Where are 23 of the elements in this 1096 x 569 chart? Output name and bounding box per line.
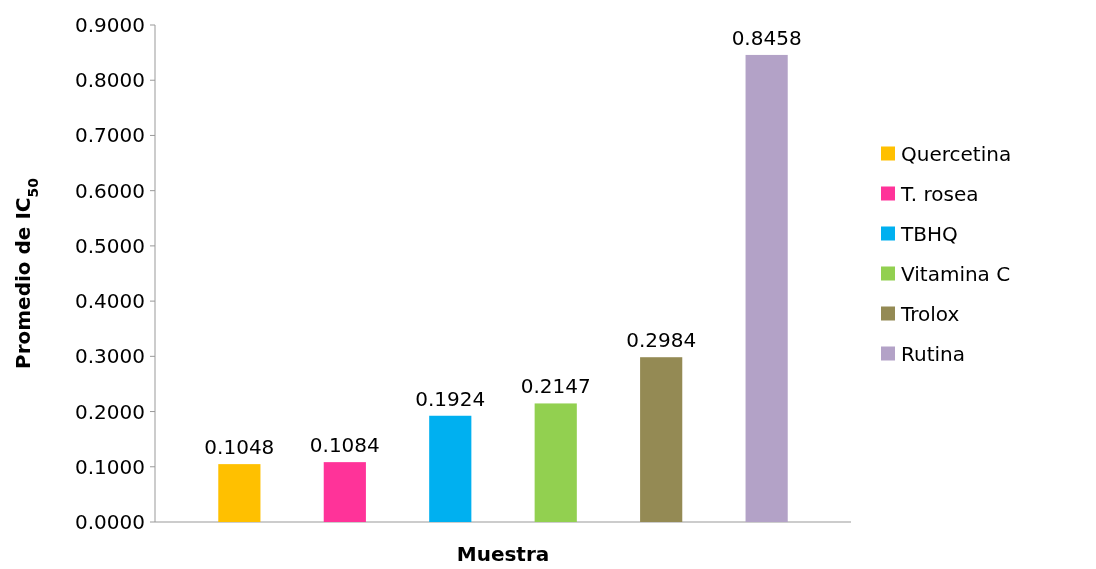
y-tick-label: 0.0000 <box>75 510 145 534</box>
legend-label: Rutina <box>901 341 966 366</box>
legend-label: Vitamina C <box>901 261 1011 286</box>
data-label: 0.8458 <box>731 25 802 50</box>
data-label: 0.1048 <box>204 435 275 460</box>
y-tick-label: 0.4000 <box>75 289 145 314</box>
data-label: 0.1084 <box>309 433 380 458</box>
data-label: 0.2984 <box>626 328 697 353</box>
y-tick-label: 0.3000 <box>75 344 145 369</box>
legend-label: T. rosea <box>900 181 979 206</box>
y-tick-label: 0.6000 <box>75 178 145 203</box>
y-tick-label: 0.5000 <box>75 233 145 258</box>
y-tick-label: 0.1000 <box>75 454 145 479</box>
legend-label: Quercetina <box>901 141 1012 166</box>
x-axis-title: Muestra <box>456 542 550 566</box>
y-tick-label: 0.9000 <box>75 13 145 37</box>
y-tick-label: 0.8000 <box>75 68 145 93</box>
y-tick-label: 0.7000 <box>75 123 145 148</box>
y-tick-label: 0.2000 <box>75 399 145 424</box>
legend-label: TBHQ <box>900 221 958 246</box>
legend-label: Trolox <box>900 301 960 326</box>
data-label: 0.1924 <box>415 386 486 411</box>
data-label: 0.2147 <box>520 374 591 399</box>
